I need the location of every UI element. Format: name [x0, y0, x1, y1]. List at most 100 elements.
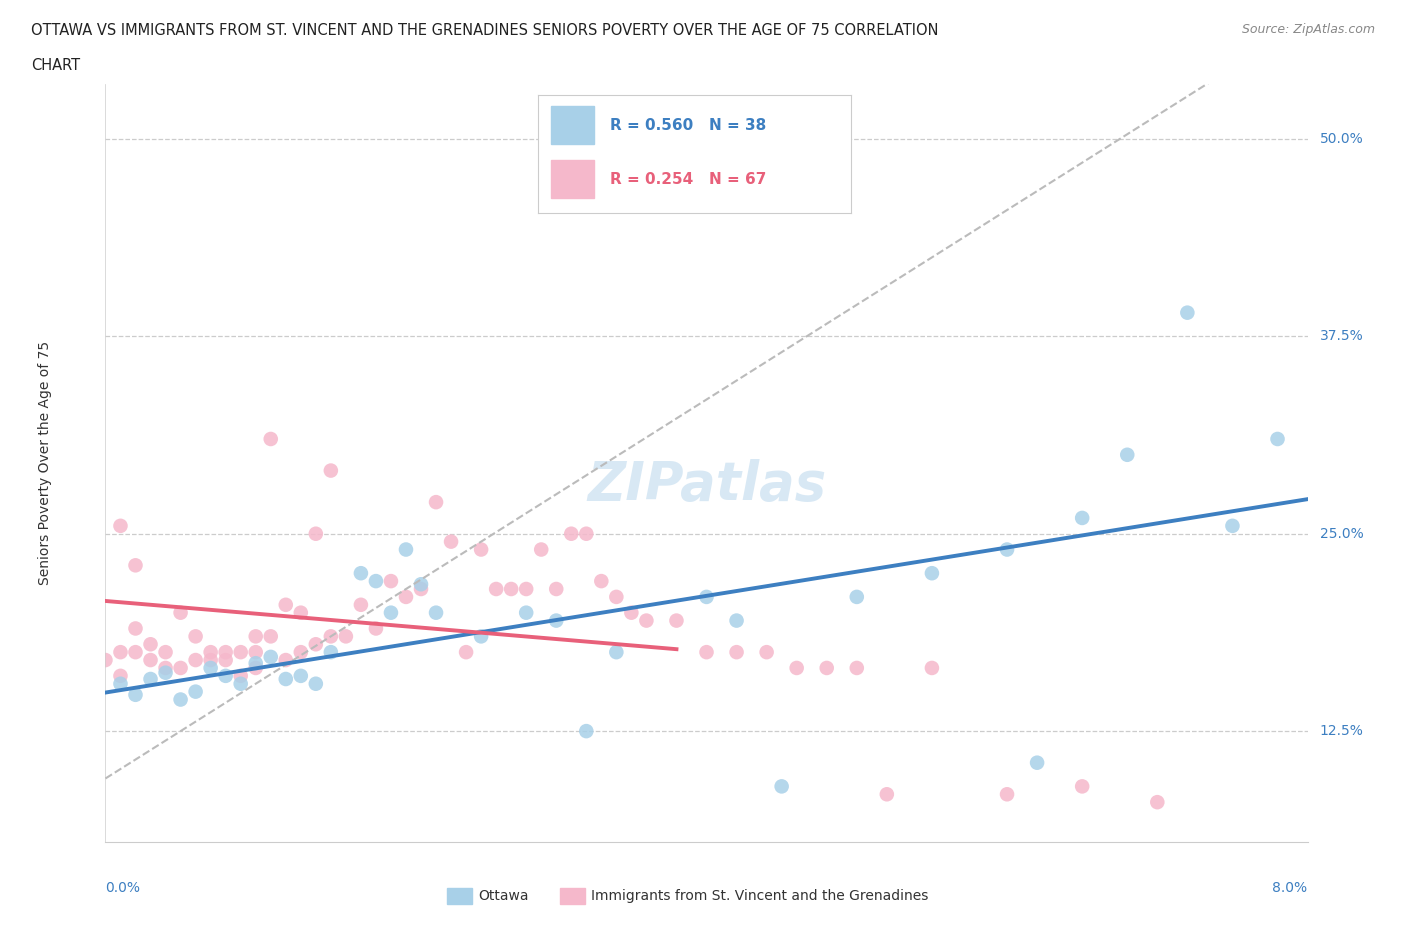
Point: [290, 605, 312, 620]
Point: [995, 542, 1018, 557]
Point: [214, 653, 236, 668]
Point: [725, 644, 748, 659]
Point: [845, 660, 868, 675]
Point: [1175, 305, 1198, 320]
Point: [169, 692, 191, 707]
Point: [260, 649, 283, 664]
Point: [1146, 795, 1168, 810]
Point: [124, 644, 146, 659]
Point: [1026, 755, 1049, 770]
Point: [560, 526, 582, 541]
Point: [725, 613, 748, 628]
Point: [319, 463, 342, 478]
Point: [591, 574, 613, 589]
Point: [1222, 518, 1244, 533]
Point: [110, 518, 132, 533]
Text: CHART: CHART: [31, 58, 80, 73]
Point: [364, 574, 387, 589]
Point: [876, 787, 898, 802]
Point: [200, 644, 222, 659]
Point: [155, 644, 177, 659]
Text: Source: ZipAtlas.com: Source: ZipAtlas.com: [1241, 23, 1375, 36]
Point: [440, 534, 463, 549]
Point: [110, 669, 132, 684]
Point: [305, 676, 328, 691]
Point: [245, 660, 267, 675]
Text: Seniors Poverty Over the Age of 75: Seniors Poverty Over the Age of 75: [38, 340, 52, 585]
Point: [395, 542, 418, 557]
Point: [1071, 511, 1094, 525]
Point: [995, 787, 1018, 802]
Text: 0.0%: 0.0%: [105, 881, 141, 896]
Point: [350, 565, 373, 580]
Point: [139, 637, 162, 652]
Point: [815, 660, 838, 675]
Point: [139, 653, 162, 668]
Point: [1267, 432, 1289, 446]
Point: [380, 605, 402, 620]
Point: [200, 660, 222, 675]
Point: [305, 526, 328, 541]
Point: [546, 581, 568, 596]
Point: [229, 669, 252, 684]
Point: [94, 653, 117, 668]
Point: [605, 590, 627, 604]
Point: [155, 660, 177, 675]
Point: [350, 597, 373, 612]
Point: [214, 669, 236, 684]
Point: [319, 644, 342, 659]
Text: 25.0%: 25.0%: [1320, 526, 1364, 540]
Point: [290, 644, 312, 659]
Point: [921, 660, 943, 675]
Text: Ottawa: Ottawa: [478, 888, 529, 903]
Point: [696, 590, 718, 604]
Point: [409, 577, 432, 591]
Point: [229, 676, 252, 691]
Point: [184, 629, 207, 644]
Point: [620, 605, 643, 620]
Point: [515, 605, 537, 620]
Point: [770, 779, 793, 794]
Point: [1116, 447, 1139, 462]
Point: [319, 629, 342, 644]
Point: [786, 660, 808, 675]
Point: [546, 613, 568, 628]
Point: [245, 656, 267, 671]
Point: [605, 644, 627, 659]
Text: ZIPatlas: ZIPatlas: [586, 459, 827, 512]
Point: [184, 653, 207, 668]
Point: [1071, 779, 1094, 794]
Point: [124, 621, 146, 636]
Point: [260, 629, 283, 644]
Point: [274, 597, 297, 612]
Point: [665, 613, 688, 628]
Point: [575, 724, 598, 738]
Point: [139, 671, 162, 686]
Point: [425, 495, 447, 510]
Point: [575, 526, 598, 541]
Point: [169, 605, 191, 620]
Point: [184, 684, 207, 699]
Point: [636, 613, 658, 628]
Point: [155, 665, 177, 680]
Point: [200, 653, 222, 668]
Point: [515, 581, 537, 596]
Point: [921, 565, 943, 580]
Point: [380, 574, 402, 589]
Point: [274, 653, 297, 668]
Point: [245, 644, 267, 659]
Point: [214, 644, 236, 659]
Point: [110, 676, 132, 691]
Point: [501, 581, 523, 596]
Point: [409, 581, 432, 596]
Point: [755, 644, 778, 659]
Point: [845, 590, 868, 604]
Point: [290, 669, 312, 684]
Point: [395, 590, 418, 604]
Text: 8.0%: 8.0%: [1272, 881, 1308, 896]
Point: [530, 542, 553, 557]
Point: [454, 644, 477, 659]
Point: [696, 644, 718, 659]
Point: [470, 629, 492, 644]
Point: [470, 542, 492, 557]
